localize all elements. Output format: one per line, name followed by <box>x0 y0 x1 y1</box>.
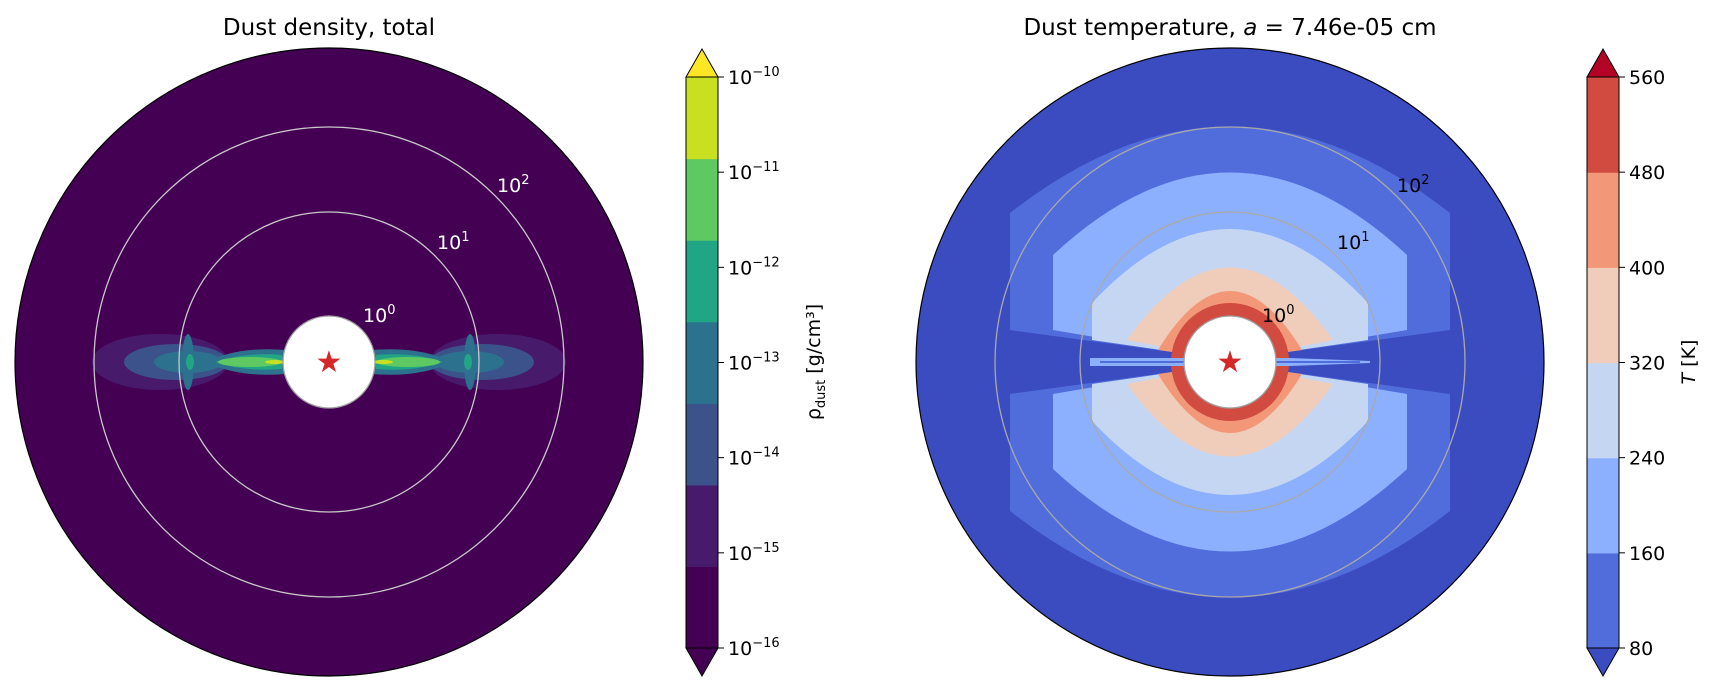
cbL-tick-label-6: 10−16 <box>728 636 780 660</box>
cbR-band-2 <box>1587 362 1619 459</box>
density-panel: Dust density, total <box>14 15 829 678</box>
cbL-band-5 <box>686 158 718 241</box>
temperature-axes-border <box>915 47 1545 677</box>
temperature-grid-ring-2 <box>994 126 1466 598</box>
cbR-tick-label-0: 560 <box>1629 67 1665 89</box>
cbR-band-4 <box>1587 172 1619 268</box>
density-colorbar-label: ρdust [g/cm³] <box>803 304 829 420</box>
temperature-rtick-1: 101 <box>1337 230 1369 254</box>
temperature-grid-ring-1 <box>1079 211 1381 513</box>
cbR-band-3 <box>1587 267 1619 364</box>
cbL-tick-label-1: 10−11 <box>728 160 780 184</box>
density-rtick-0: 100 <box>363 303 395 327</box>
temperature-colorbar-label: T [K] <box>1678 340 1700 385</box>
density-ring-left-core <box>186 354 194 370</box>
cbL-tick-label-3: 10−13 <box>728 351 780 375</box>
cbR-band-0 <box>1587 552 1619 649</box>
density-colorbar-extend-top <box>685 47 719 78</box>
cbL-tick-label-2: 10−12 <box>728 255 780 279</box>
temperature-colorbar: 560 480 400 320 240 160 80 T [K] <box>1586 47 1700 678</box>
density-peak-left <box>265 360 285 364</box>
cbL-band-2 <box>686 403 718 486</box>
density-core-left <box>218 357 282 367</box>
temperature-title: Dust temperature, a = 7.46e-05 cm <box>1023 15 1436 41</box>
cbL-tick-label-5: 10−15 <box>728 541 780 565</box>
cbR-tick-label-5: 160 <box>1629 543 1665 565</box>
temperature-rtick-0: 100 <box>1262 303 1294 327</box>
density-colorbar-extend-bottom <box>685 647 719 678</box>
density-ring-right-core <box>464 354 472 370</box>
density-grid-ring-1 <box>178 211 480 513</box>
cbL-band-6 <box>686 77 718 160</box>
temperature-colorbar-extend-bottom <box>1586 647 1620 678</box>
cbR-band-1 <box>1587 457 1619 554</box>
cbR-tick-label-4: 240 <box>1629 448 1665 470</box>
density-colorbar: 10−10 10−11 10−12 10−13 10−14 10−15 10−16 ρdus… <box>685 47 829 678</box>
cbL-band-0 <box>686 566 718 649</box>
density-map <box>15 48 643 676</box>
density-peak-right <box>373 360 393 364</box>
temperature-map <box>916 48 1544 676</box>
density-core-right <box>376 357 440 367</box>
density-grid-ring-2 <box>93 126 565 598</box>
star-icon: ★ <box>316 345 343 380</box>
cbR-tick-label-2: 400 <box>1629 257 1665 279</box>
temperature-colorbar-extend-top <box>1586 47 1620 78</box>
cbL-band-3 <box>686 321 718 404</box>
cbR-tick-label-1: 480 <box>1629 162 1665 184</box>
temperature-panel: Dust temperature, a = 7.46e-05 cm <box>915 15 1700 678</box>
density-title: Dust density, total <box>223 15 435 41</box>
cbL-tick-label-0: 10−10 <box>728 65 780 89</box>
star-icon: ★ <box>1217 345 1244 380</box>
cbL-tick-label-4: 10−14 <box>728 446 780 470</box>
cbR-tick-label-3: 320 <box>1629 353 1665 375</box>
density-rtick-1: 101 <box>437 230 469 254</box>
cbL-band-1 <box>686 484 718 568</box>
density-rtick-2: 102 <box>497 173 529 197</box>
temperature-rtick-2: 102 <box>1397 173 1429 197</box>
temperature-inner-hole <box>1183 315 1277 409</box>
cbL-band-4 <box>686 240 718 323</box>
cbR-band-5 <box>1587 77 1619 173</box>
density-axes-border <box>14 47 644 677</box>
density-inner-hole <box>282 315 376 409</box>
cbR-tick-label-6: 80 <box>1629 638 1653 660</box>
